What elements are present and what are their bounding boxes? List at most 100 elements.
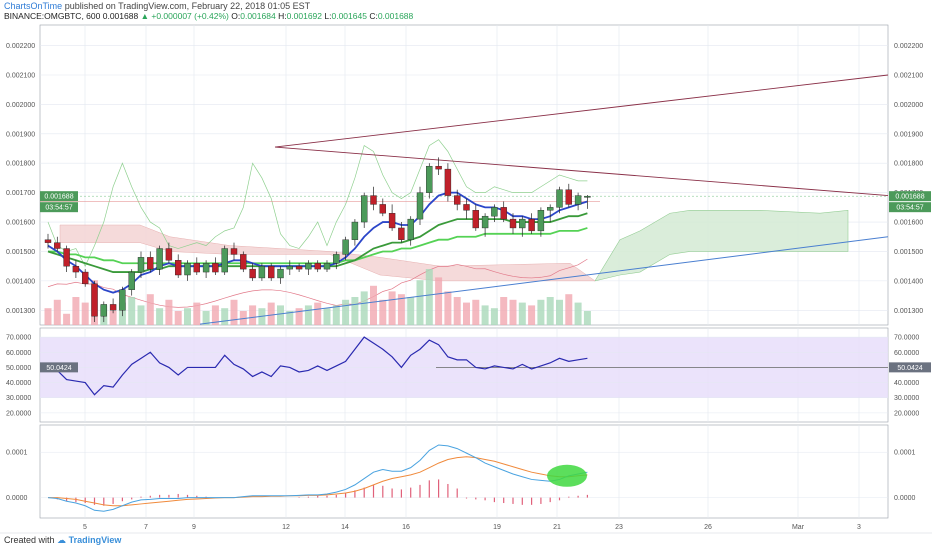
countdown-tag [889,202,931,213]
volume-bar [174,311,182,325]
candle-bull [137,257,145,273]
ascending-support-line [199,236,889,325]
author-link[interactable]: ChartsOnTime [4,1,63,11]
ohlc-legend: BINANCE:OMGBTC, 600 0.001688 ▲ +0.000007… [4,11,413,21]
x-tick-label: Mar [792,524,805,531]
y-tick-label-left: 0.002100 [6,73,35,80]
x-tick-label: 14 [341,524,349,531]
candle-bull [128,271,135,290]
volume-bar [146,294,154,325]
volume-bar [453,297,461,325]
candle-bull [156,248,163,270]
rsi-value-tag-left [40,362,78,373]
rsi-line [47,336,588,396]
volume-bar [565,294,573,325]
ascending-resistance-line [274,74,889,148]
symbol-label: BINANCE:OMGBTC, 600 [4,11,101,21]
volume-bar [425,269,433,325]
y-tick-label-left: 0.001500 [6,249,35,256]
volume-bar [137,305,145,325]
volume-bar [472,299,480,325]
candle-bear [240,254,247,270]
price-tag-left-text: 0.001688 [44,194,73,201]
volume-bar [407,297,415,325]
candle-bear [63,248,70,267]
candle-bear [212,263,219,273]
volume-bar [267,302,275,325]
tradingview-brand[interactable]: TradingView [68,535,122,545]
volume-bar [546,297,554,325]
candle-bear [295,265,303,270]
low-value: 0.001645 [331,11,367,21]
candle-bull [342,239,349,255]
volume-bar [323,308,331,325]
candle-bull [286,265,293,270]
close-label: C: [369,11,378,21]
rsi-tick-left: 30.0000 [6,395,31,402]
volume-bar [295,308,303,325]
volume-bar [556,299,563,325]
volume-bar [351,297,359,325]
ichimoku-cloud-future [594,209,849,282]
price-tag [889,191,931,202]
volume-bar [211,305,219,325]
candle-bull [333,254,340,264]
candle-bull [221,248,228,273]
x-tick-label: 9 [192,524,196,531]
pane-frame-3 [39,424,889,519]
candle-bull [537,210,545,232]
rsi-tick-right: 60.0000 [894,350,919,357]
publish-info: ChartsOnTime published on TradingView.co… [4,1,310,11]
candle-bull [491,207,498,217]
candle-bear [109,304,117,311]
volume-bar [435,277,443,325]
x-tick-label: 3 [857,524,861,531]
candle-bear [370,195,377,205]
candle-bear [454,195,461,205]
up-arrow-icon: ▲ [140,11,149,21]
rsi-tick-left: 40.0000 [6,380,31,387]
rsi-tick-left: 70.0000 [6,335,31,342]
x-tick-label: 12 [282,524,290,531]
volume-bar [230,299,238,325]
candle-bull [547,207,554,211]
tradingview-logo-icon: ☁ [57,535,67,545]
rsi-tick-left: 50.0000 [6,365,31,372]
countdown-tag-left [40,202,78,213]
macd-tick-left: 0.0000 [6,495,28,502]
rsi-value-tag [889,362,931,373]
y-tick-label-left: 0.002200 [6,43,35,50]
y-tick-label-right: 0.001400 [894,278,923,285]
volume-bar [332,305,340,325]
y-tick-label-right: 0.002100 [894,73,923,80]
footer: Created with ☁ TradingView [4,535,121,546]
volume-bar [286,311,294,325]
descending-trendline [274,146,889,197]
candle-bear [444,168,452,196]
candle-bull [407,218,414,240]
candle-bull [184,263,191,276]
volume-bar [63,313,71,325]
volume-bar [583,311,591,325]
macd-tick-right: 0.0001 [894,450,916,457]
x-tick-label: 5 [83,524,87,531]
candle-bull [519,218,526,229]
rsi-tick-right: 70.0000 [894,335,919,342]
volume-bar [370,285,377,325]
volume-bar [44,308,52,325]
rsi-tick-right: 20.0000 [894,410,919,417]
volume-bar [360,291,368,325]
macd-line [47,444,588,512]
candle-bull [258,265,266,279]
volume-bar [518,302,526,325]
rsi-tick-right: 40.0000 [894,380,919,387]
rsi-tick-right: 30.0000 [894,395,919,402]
price-tag-left [40,191,78,202]
volume-bar [379,299,387,325]
close-value: 0.001688 [377,11,414,21]
candle-bear [379,204,386,214]
volume-bar [109,311,117,325]
countdown-tag-left-text: 03:54:57 [45,205,72,212]
candle-bear [472,210,479,229]
